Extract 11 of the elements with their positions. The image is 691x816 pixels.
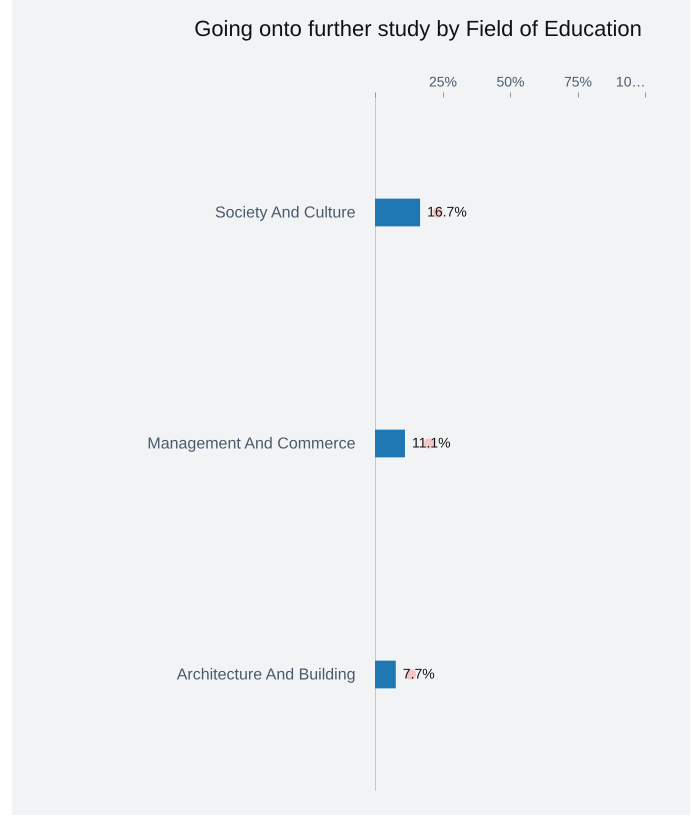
x-tick-label: 25% [428, 74, 458, 90]
chart-title: Going onto further study by Field of Education [194, 16, 642, 41]
data-label: 11.1% [412, 434, 451, 450]
data-label: 7.7% [402, 666, 435, 682]
x-tick-label: 50% [496, 74, 525, 90]
y-tick-label: Management And Commerce [147, 436, 356, 452]
data-label: 16.7% [427, 204, 467, 220]
x-tick-label: 75% [564, 74, 592, 90]
y-tick-label: Society And Culture [214, 204, 356, 222]
y-tick-label: Architecture And Building [176, 666, 356, 684]
x-tick-label: 10… [616, 74, 646, 90]
